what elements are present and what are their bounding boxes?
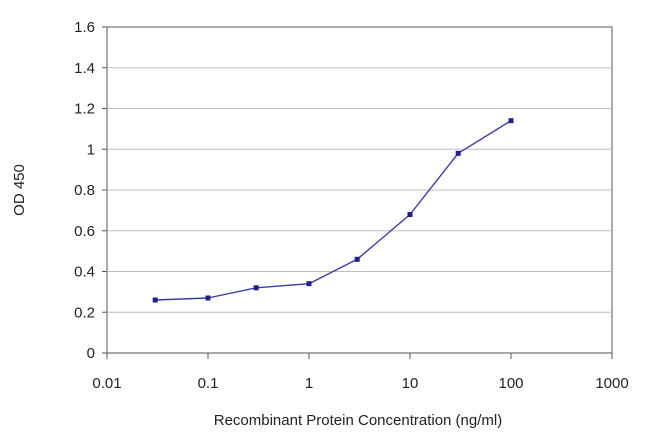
data-point [455,150,461,156]
y-tick-label: 1.2 [74,101,95,118]
x-tick-label: 10 [402,375,419,392]
y-tick-label: 0.2 [74,304,95,321]
data-point [253,285,259,291]
y-tick-label: 1.4 [74,60,95,77]
x-tick-label: 100 [498,375,523,392]
data-point [508,118,514,124]
y-tick-label: 1.6 [74,19,95,36]
series [152,118,514,303]
data-point [306,281,312,287]
series-line [155,120,512,301]
data-point [152,297,158,303]
gridlines [107,67,612,313]
data-point [205,295,211,301]
y-tick-label: 0.8 [74,182,95,199]
data-point [407,212,413,217]
y-axis-title: OD 450 [11,164,28,216]
x-axis-title: Recombinant Protein Concentration (ng/ml… [214,412,502,429]
y-tick-label: 0.6 [74,223,95,240]
axes [102,26,613,359]
y-tick-label: 1 [87,141,95,158]
x-tick-label: 0.01 [92,375,121,392]
data-point [354,256,360,262]
y-tick-labels: 0 0.2 0.4 0.6 0.8 1 1.2 1.4 1.6 [74,19,95,362]
x-tick-label: 1 [305,375,313,392]
x-tick-label: 0.1 [198,375,219,392]
y-tick-label: 0 [87,345,95,362]
x-tick-label: 1000 [595,375,628,392]
y-tick-label: 0.4 [74,264,95,281]
x-tick-labels: 0.01 0.1 1 10 100 1000 [92,375,628,392]
